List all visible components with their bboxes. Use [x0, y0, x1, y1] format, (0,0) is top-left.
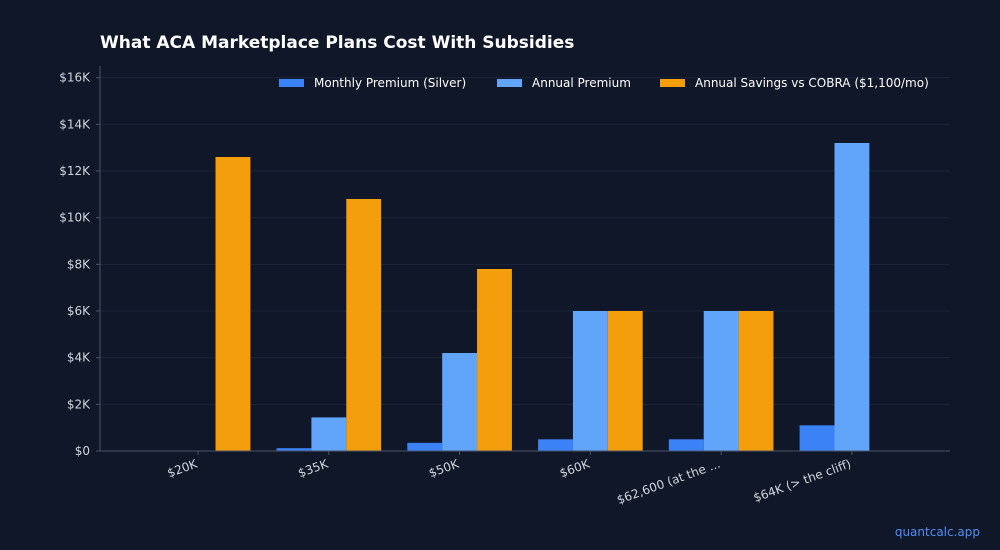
- bar-2--50k: [442, 353, 478, 451]
- bar-2--64k-the-cliff-: [834, 143, 870, 451]
- legend-swatch: [497, 79, 522, 87]
- bar-2--35k: [311, 417, 347, 451]
- bars: [215, 143, 870, 451]
- y-tick-label: $10K: [59, 211, 91, 225]
- y-tick-label: $0: [75, 444, 90, 458]
- bar-2--60k: [572, 311, 608, 451]
- x-tick-label: $62,600 (at the ...: [615, 457, 722, 507]
- site-watermark[interactable]: quantcalc.app: [894, 525, 980, 539]
- bar-2--62-600-at-the-: [703, 311, 739, 451]
- bar-1--50k: [407, 442, 443, 451]
- y-axis-ticks: $0 $2K $4K $6K $8K $10K $12K $14K $16K: [59, 71, 100, 458]
- y-tick-label: $4K: [67, 351, 91, 365]
- legend-item: Annual Savings vs COBRA ($1,100/mo): [660, 76, 929, 90]
- x-tick-label: $50K: [427, 456, 462, 480]
- y-tick-label: $14K: [59, 117, 91, 131]
- bar-1--62-600-at-the-: [668, 439, 704, 451]
- x-tick-label: $20K: [165, 456, 200, 480]
- legend: Monthly Premium (Silver) Annual Premium An…: [279, 76, 929, 90]
- legend-item: Annual Premium: [497, 76, 631, 90]
- bar-1--64k-the-cliff-: [799, 425, 835, 451]
- x-tick-label: $60K: [558, 456, 593, 480]
- bar-3--62-600-at-the-: [738, 311, 774, 451]
- bar-3--20k: [215, 157, 251, 451]
- bar-3--50k: [477, 269, 512, 451]
- y-tick-label: $8K: [67, 257, 91, 271]
- x-axis-ticks: $20K $35K $50K $60K $62,600 (at the ... $64K …: [165, 451, 853, 507]
- y-tick-label: $12K: [59, 164, 91, 178]
- legend-swatch: [279, 79, 304, 87]
- bar-1--35k: [276, 448, 312, 451]
- legend-item: Monthly Premium (Silver): [279, 76, 466, 90]
- x-tick-label: $64K (> the cliff): [751, 457, 852, 505]
- bar-3--60k: [607, 311, 643, 451]
- chart-title: What ACA Marketplace Plans Cost With Sub…: [100, 33, 575, 53]
- legend-label: Monthly Premium (Silver): [314, 76, 466, 90]
- y-tick-label: $2K: [67, 397, 91, 411]
- x-tick-label: $35K: [296, 456, 331, 480]
- y-tick-label: $6K: [67, 304, 91, 318]
- axes: [99, 66, 950, 452]
- bar-3--35k: [346, 199, 382, 451]
- legend-label: Annual Premium: [532, 76, 631, 90]
- legend-swatch: [660, 79, 685, 87]
- legend-label: Annual Savings vs COBRA ($1,100/mo): [695, 76, 929, 90]
- y-tick-label: $16K: [59, 71, 91, 85]
- bar-1--60k: [538, 439, 573, 451]
